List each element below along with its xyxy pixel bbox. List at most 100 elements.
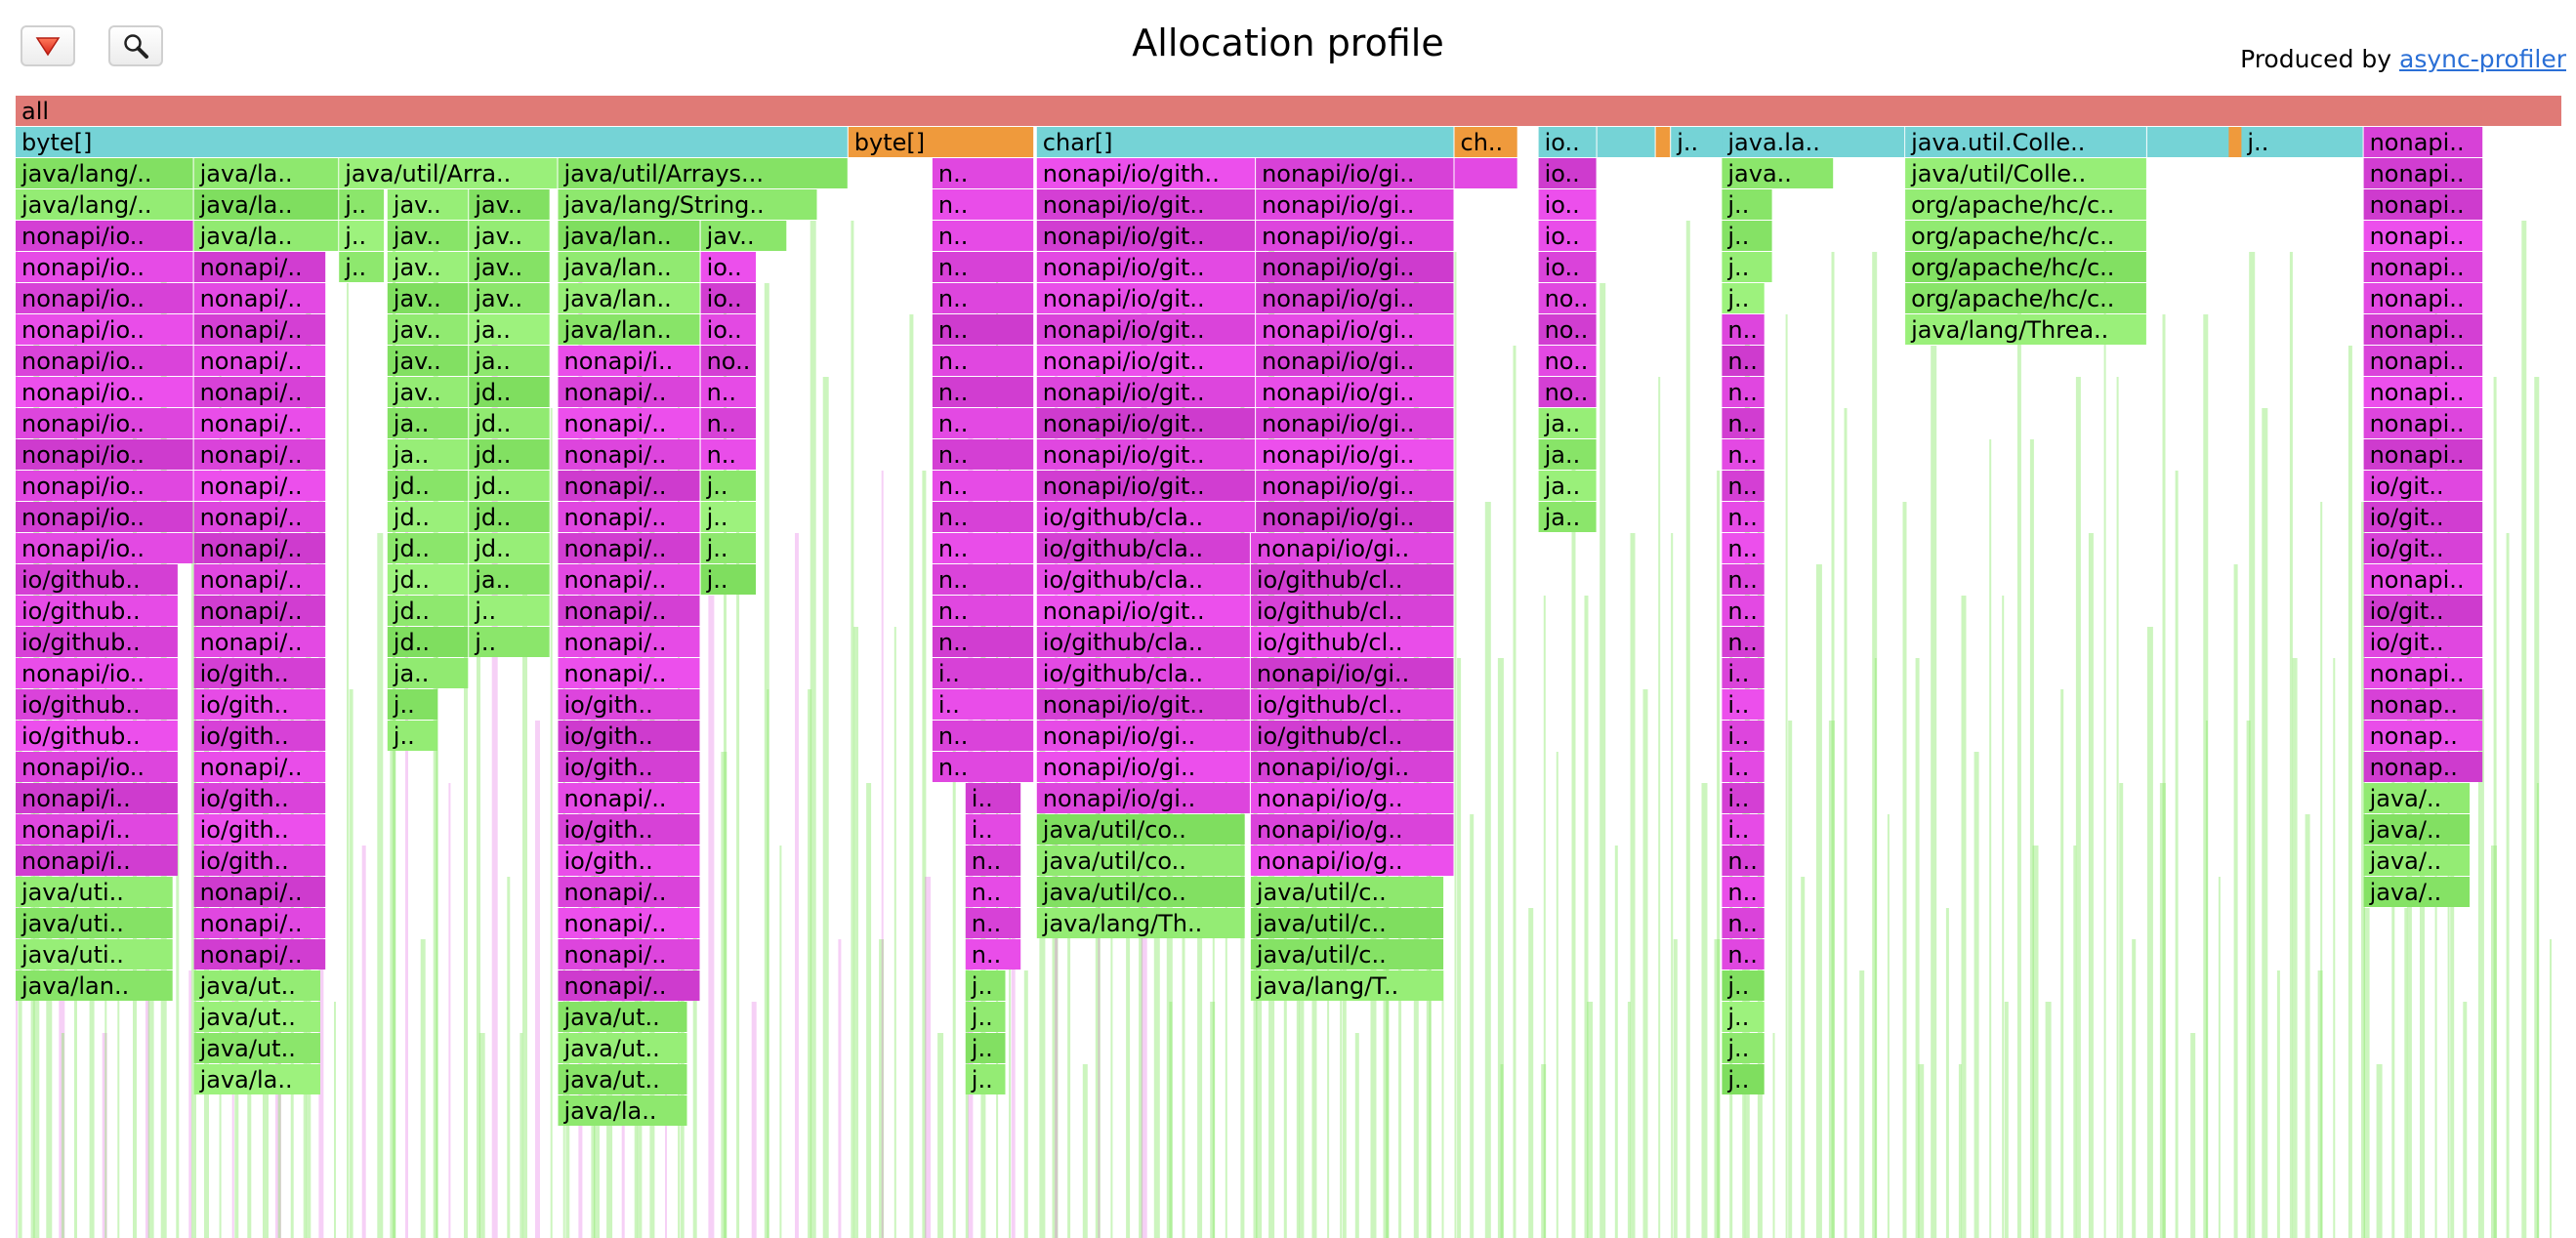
frame-22-5[interactable]: nonapi/io/g.. — [1250, 783, 1454, 813]
frame-11-9[interactable]: ja.. — [1538, 439, 1597, 470]
deep-stack-frame[interactable] — [881, 471, 884, 1238]
frame-28-4[interactable]: java/lang/T.. — [1250, 970, 1444, 1001]
frame-18-4[interactable]: i.. — [932, 658, 1034, 688]
frame-12-0[interactable]: nonapi/io.. — [16, 471, 193, 501]
frame-rect[interactable] — [387, 283, 469, 313]
frame-18-5[interactable]: io/github/cla.. — [1036, 658, 1250, 688]
frame-rect[interactable] — [1722, 158, 1834, 188]
frame-21-4[interactable]: nonapi/io/gi.. — [1036, 752, 1250, 782]
frame-4-13[interactable]: nonapi.. — [2363, 221, 2483, 251]
frame-3-8[interactable]: nonapi/io/gi.. — [1256, 189, 1454, 220]
frame-rect[interactable] — [558, 221, 700, 251]
frame-rect[interactable] — [932, 158, 1034, 188]
frame-22-1[interactable]: io/gith.. — [193, 783, 326, 813]
frame-16-1[interactable]: nonapi/.. — [193, 596, 326, 626]
frame-rect[interactable] — [932, 439, 1034, 470]
frame-27-0[interactable]: java/uti.. — [16, 939, 173, 970]
frame-rect[interactable] — [1256, 283, 1454, 313]
frame-rect[interactable] — [1905, 314, 2146, 345]
frame-18-2[interactable]: ja.. — [387, 658, 469, 688]
frame-rect[interactable] — [2363, 346, 2483, 376]
deep-stack-frame[interactable] — [405, 377, 408, 1238]
frame-9-0[interactable]: nonapi/io.. — [16, 377, 193, 407]
reverse-button[interactable] — [21, 25, 75, 66]
deep-stack-frame[interactable] — [1658, 377, 1661, 1238]
frame-rect[interactable] — [965, 908, 1021, 938]
frame-rect[interactable] — [2363, 221, 2483, 251]
frame-28-1[interactable]: java/ut.. — [193, 970, 320, 1001]
deep-stack-frame[interactable] — [2218, 877, 2221, 1238]
frame-rect[interactable] — [1036, 252, 1256, 282]
frame-rect[interactable] — [387, 314, 469, 345]
frame-rect[interactable] — [469, 283, 550, 313]
frame-15-6[interactable]: n.. — [932, 564, 1034, 595]
frame-rect[interactable] — [1538, 377, 1597, 407]
deep-stack-frame[interactable] — [1844, 408, 1848, 1238]
frame-6-11[interactable]: org/apache/hc/c.. — [1905, 283, 2146, 313]
frame-rect[interactable] — [1256, 408, 1454, 438]
deep-stack-frame[interactable] — [2320, 502, 2323, 1238]
frame-rect[interactable] — [932, 721, 1034, 751]
frame-rect[interactable] — [1454, 158, 1517, 188]
frame-rect[interactable] — [16, 158, 193, 188]
frame-25-3[interactable]: n.. — [965, 877, 1021, 907]
deep-stack-frame[interactable] — [1600, 283, 1606, 1238]
deep-stack-frame[interactable] — [1528, 908, 1534, 1238]
frame-12-5[interactable]: j.. — [700, 471, 756, 501]
frame-12-8[interactable]: nonapi/io/gi.. — [1256, 471, 1454, 501]
frame-rect[interactable] — [2363, 502, 2483, 532]
frame-rect[interactable] — [1538, 189, 1597, 220]
frame-4-10[interactable]: io.. — [1538, 221, 1597, 251]
frame-25-6[interactable]: n.. — [1722, 877, 1765, 907]
frame-24-5[interactable]: nonapi/io/g.. — [1250, 846, 1454, 876]
deep-stack-frame[interactable] — [1788, 721, 1793, 1238]
frame-rect[interactable] — [469, 502, 550, 532]
deep-stack-frame[interactable] — [347, 283, 349, 1238]
frame-rect[interactable] — [1722, 1002, 1765, 1032]
frame-14-10[interactable]: io/git.. — [2363, 533, 2483, 563]
frame-7-0[interactable]: nonapi/io.. — [16, 314, 193, 345]
frame-rect[interactable] — [1250, 752, 1454, 782]
frame-10-3[interactable]: jd.. — [469, 408, 550, 438]
frame-rect[interactable] — [1538, 346, 1597, 376]
frame-30-0[interactable]: java/ut.. — [193, 1033, 320, 1063]
frame-rect[interactable] — [932, 471, 1034, 501]
deep-stack-frame[interactable] — [477, 627, 480, 1238]
frame-28-3[interactable]: j.. — [965, 970, 1006, 1001]
deep-stack-frame[interactable] — [448, 783, 451, 1238]
frame-2-1[interactable]: java/la.. — [193, 158, 339, 188]
frame-rect[interactable] — [387, 502, 469, 532]
frame-rect[interactable] — [932, 689, 1034, 720]
deep-stack-frame[interactable] — [535, 721, 540, 1238]
deep-stack-frame[interactable] — [464, 471, 468, 1238]
frame-rect[interactable] — [1036, 877, 1245, 907]
frame-rect[interactable] — [16, 877, 173, 907]
frame-rect[interactable] — [2363, 127, 2483, 157]
frame-rect[interactable] — [1538, 252, 1597, 282]
frame-9-9[interactable]: no.. — [1538, 377, 1597, 407]
frame-rect[interactable] — [700, 533, 756, 563]
deep-stack-frame[interactable] — [1614, 846, 1618, 1238]
frame-10-9[interactable]: ja.. — [1538, 408, 1597, 438]
frame-20-4[interactable]: n.. — [932, 721, 1034, 751]
deep-stack-frame[interactable] — [879, 939, 885, 1238]
frame-rect[interactable] — [16, 721, 178, 751]
frame-rect[interactable] — [558, 314, 700, 345]
frame-19-1[interactable]: io/gith.. — [193, 689, 326, 720]
frame-rect[interactable] — [700, 502, 756, 532]
deep-stack-frame[interactable] — [2391, 752, 2395, 1238]
frame-rect[interactable] — [558, 346, 700, 376]
frame-rect[interactable] — [16, 221, 193, 251]
frame-rect[interactable] — [193, 752, 326, 782]
frame-rect[interactable] — [2363, 877, 2471, 907]
frame-rect[interactable] — [16, 658, 178, 688]
frame-rect[interactable] — [1905, 158, 2146, 188]
frame-21-1[interactable]: nonapi/.. — [193, 752, 326, 782]
frame-rect[interactable] — [387, 721, 437, 751]
deep-stack-frame[interactable] — [2016, 283, 2021, 1238]
frame-8-2[interactable]: jav.. — [387, 346, 469, 376]
deep-stack-frame[interactable] — [2404, 908, 2408, 1238]
frame-rect[interactable] — [16, 689, 178, 720]
deep-stack-frame[interactable] — [478, 1033, 485, 1238]
deep-stack-frame[interactable] — [420, 939, 426, 1238]
